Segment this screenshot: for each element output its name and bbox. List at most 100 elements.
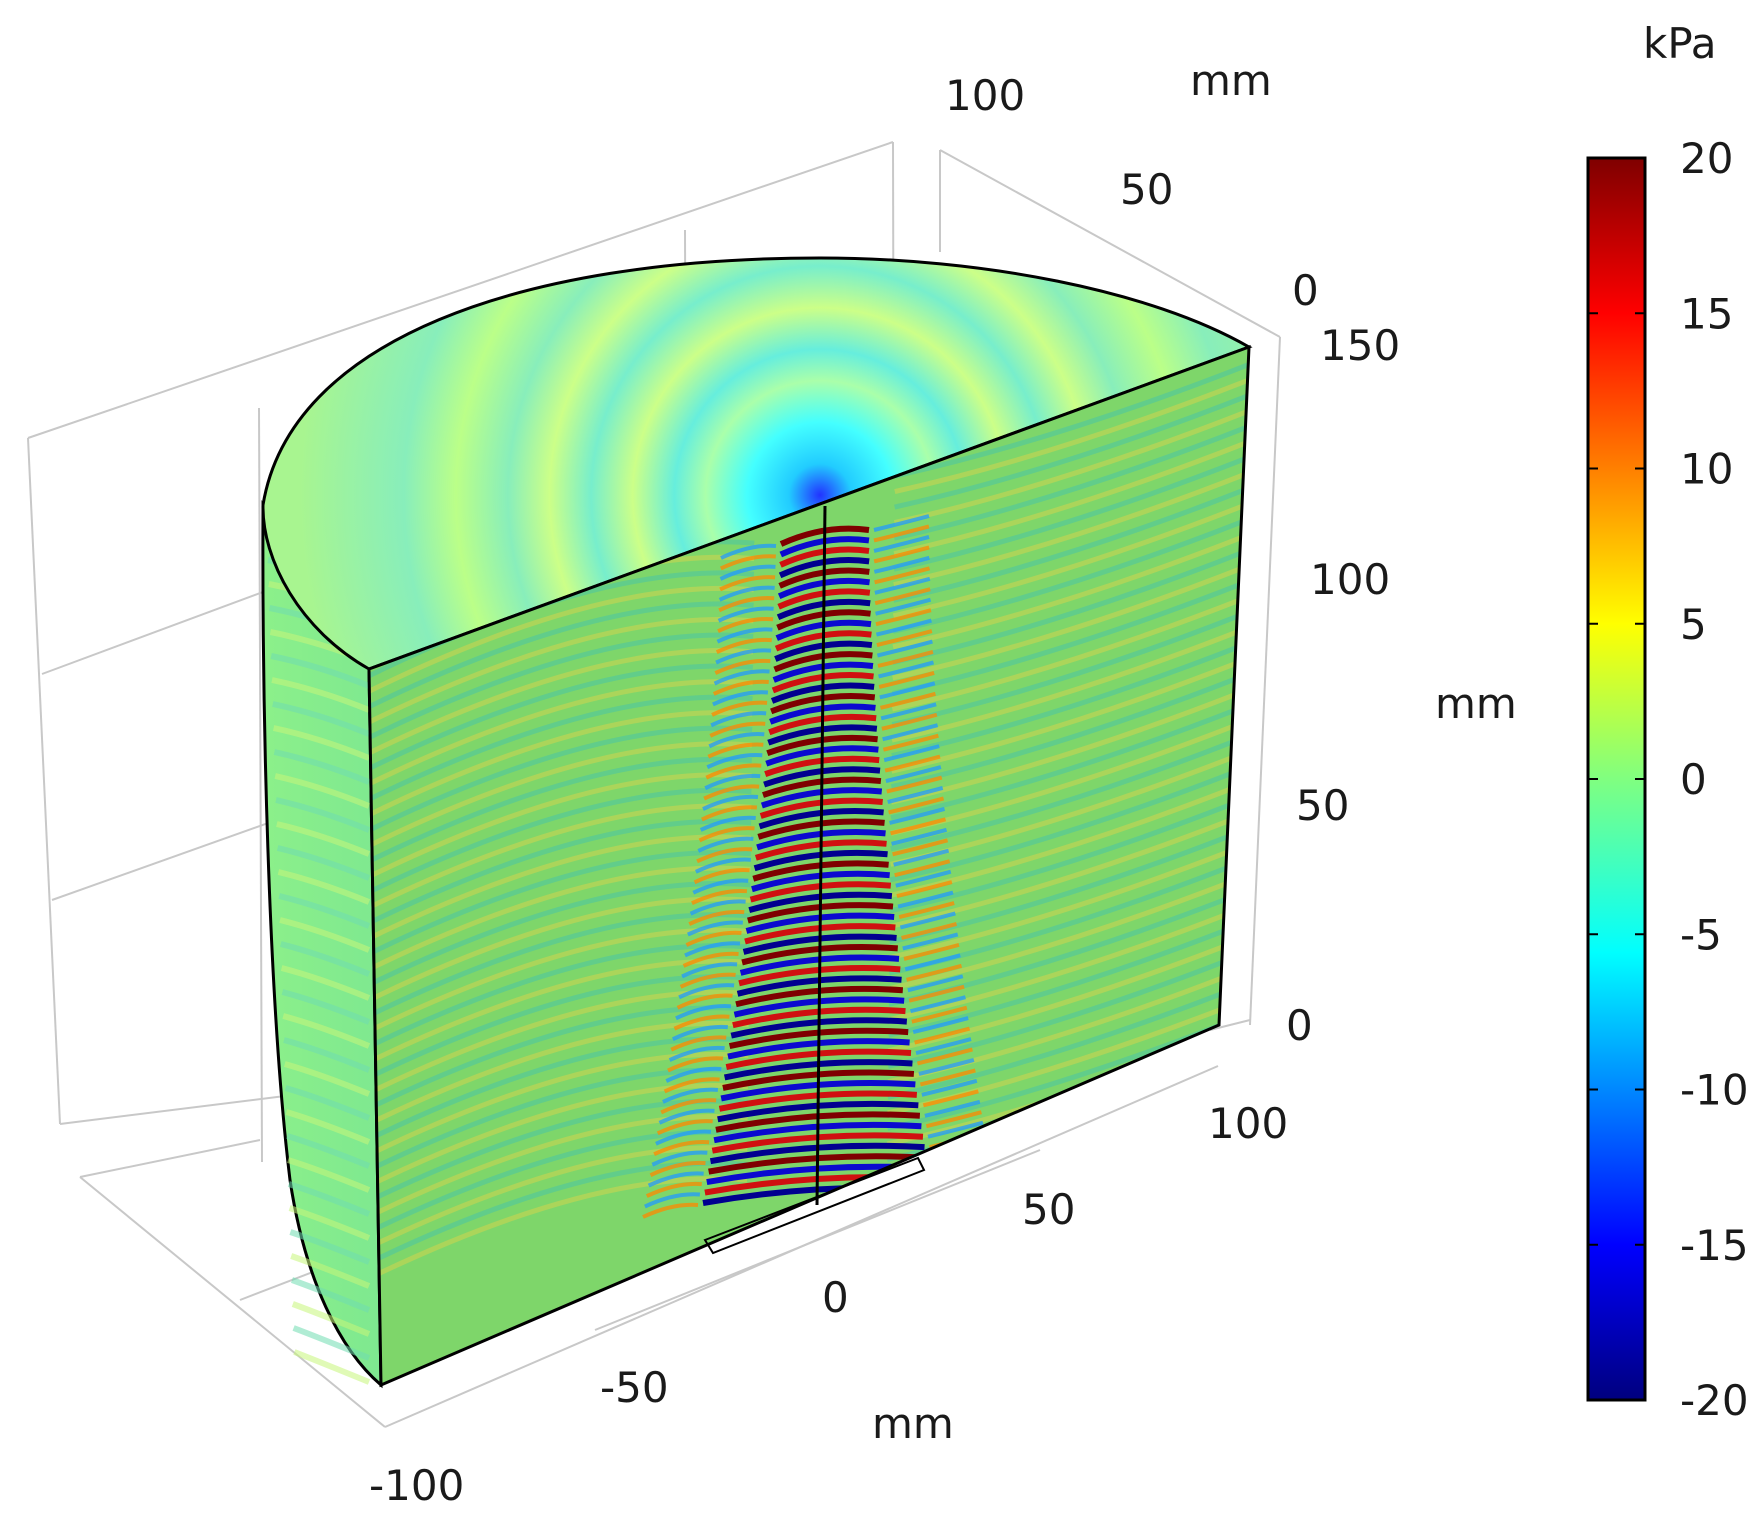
left-wavefront — [369, 787, 752, 929]
y-axis-unit: mm — [1190, 56, 1272, 105]
left-wavefront — [369, 710, 753, 852]
side-lobe — [710, 711, 767, 728]
side-lobe — [679, 972, 736, 989]
side-lobe — [692, 878, 749, 895]
side-lobe — [719, 554, 776, 571]
right-wavefront — [892, 483, 1249, 619]
z-tick-label: 0 — [1286, 1001, 1313, 1050]
colorbar-tick-label: -5 — [1680, 910, 1722, 959]
left-wavefront — [369, 601, 754, 743]
side-lobe — [684, 941, 741, 958]
side-wavefront — [289, 1229, 371, 1265]
side-lobe — [704, 773, 761, 790]
side-wavefront — [284, 1085, 371, 1121]
side-lobe — [660, 1098, 717, 1115]
right-wavefront — [894, 359, 1249, 494]
grid-line — [258, 407, 263, 1163]
side-lobe — [873, 545, 930, 564]
left-wavefront — [369, 679, 753, 821]
side-wavefront — [286, 1133, 371, 1169]
z-tick-label: 50 — [1296, 781, 1349, 830]
side-wavefront — [283, 1061, 371, 1097]
left-wavefront — [369, 772, 752, 914]
side-wavefront — [273, 749, 371, 785]
colorbar: kPa 20 15 10 5 0 -5 -10 -15 -20 — [1586, 19, 1749, 1425]
side-lobe — [879, 691, 936, 710]
side-lobe — [717, 616, 774, 634]
side-wavefront — [275, 797, 371, 833]
right-wavefront — [891, 576, 1249, 712]
side-lobe — [693, 868, 750, 885]
side-lobe — [912, 1016, 969, 1035]
side-wavefront — [270, 653, 371, 689]
side-lobe — [890, 817, 947, 836]
y-tick-label: 100 — [945, 71, 1025, 120]
y-tick-label: 50 — [1120, 165, 1173, 214]
right-wavefront — [893, 436, 1249, 572]
side-lobe — [925, 1110, 982, 1129]
side-lobe — [915, 1037, 972, 1055]
side-lobe — [889, 806, 946, 825]
side-lobe — [658, 1108, 715, 1125]
side-lobe — [678, 983, 735, 1000]
side-lobe — [676, 993, 733, 1010]
side-wavefront — [291, 1301, 371, 1337]
side-lobe — [714, 658, 771, 675]
right-wavefront — [892, 514, 1249, 650]
grid-line — [1209, 1019, 1251, 1031]
side-lobe — [883, 744, 940, 763]
side-lobe — [902, 932, 959, 951]
colorbar-tick-label: -10 — [1680, 1066, 1749, 1115]
side-wavefront — [281, 989, 371, 1025]
right-wavefront — [894, 374, 1249, 510]
side-lobe — [682, 951, 739, 968]
z-tick-label: 150 — [1320, 321, 1400, 370]
side-lobe — [874, 576, 931, 595]
right-wavefront — [893, 452, 1249, 588]
right-wavefront — [894, 347, 1249, 479]
side-lobe — [910, 995, 966, 1014]
side-lobe — [873, 514, 930, 532]
side-lobe — [663, 1077, 720, 1094]
side-lobe — [874, 566, 931, 585]
side-lobe — [927, 1120, 984, 1139]
left-wavefront — [369, 803, 752, 945]
side-wavefront — [280, 965, 371, 1001]
cylinder-top-surface — [261, 256, 1253, 671]
side-lobe — [903, 942, 960, 961]
y-axis-ticks: 0 50 100 mm — [945, 56, 1319, 315]
side-lobe — [701, 805, 758, 822]
grid-line — [79, 1176, 386, 1428]
side-wavefront — [272, 725, 371, 761]
side-lobe — [705, 763, 762, 780]
left-wavefront — [369, 741, 753, 883]
side-wavefront — [290, 1253, 371, 1289]
side-lobe — [876, 629, 933, 648]
side-lobe — [875, 618, 932, 637]
side-lobe — [668, 1045, 725, 1062]
side-lobe — [667, 1056, 724, 1073]
left-wavefront — [369, 694, 753, 836]
side-lobe — [885, 765, 942, 783]
x-tick-label: 100 — [1208, 1099, 1288, 1148]
side-lobe — [916, 1047, 973, 1066]
right-wavefront — [892, 530, 1249, 665]
x-axis-unit: mm — [872, 1399, 954, 1448]
side-lobe — [895, 869, 952, 888]
colorbar-ticks: 20 15 10 5 0 -5 -10 -15 -20 — [1588, 134, 1749, 1425]
side-lobe — [880, 702, 937, 721]
side-lobe — [706, 752, 763, 770]
side-lobe — [873, 555, 930, 574]
side-lobe — [670, 1035, 727, 1052]
right-wavefront — [893, 467, 1249, 603]
side-wavefront — [287, 1157, 371, 1193]
side-wavefront — [276, 821, 371, 857]
left-wavefront — [369, 818, 752, 960]
side-lobe — [908, 984, 965, 1003]
x-axis-ticks: -100 -50 0 50 100 mm — [369, 1099, 1288, 1510]
x-tick-label: 50 — [1022, 1185, 1075, 1234]
side-lobe — [709, 721, 766, 738]
side-lobe — [932, 1152, 989, 1171]
side-lobe — [896, 880, 953, 899]
